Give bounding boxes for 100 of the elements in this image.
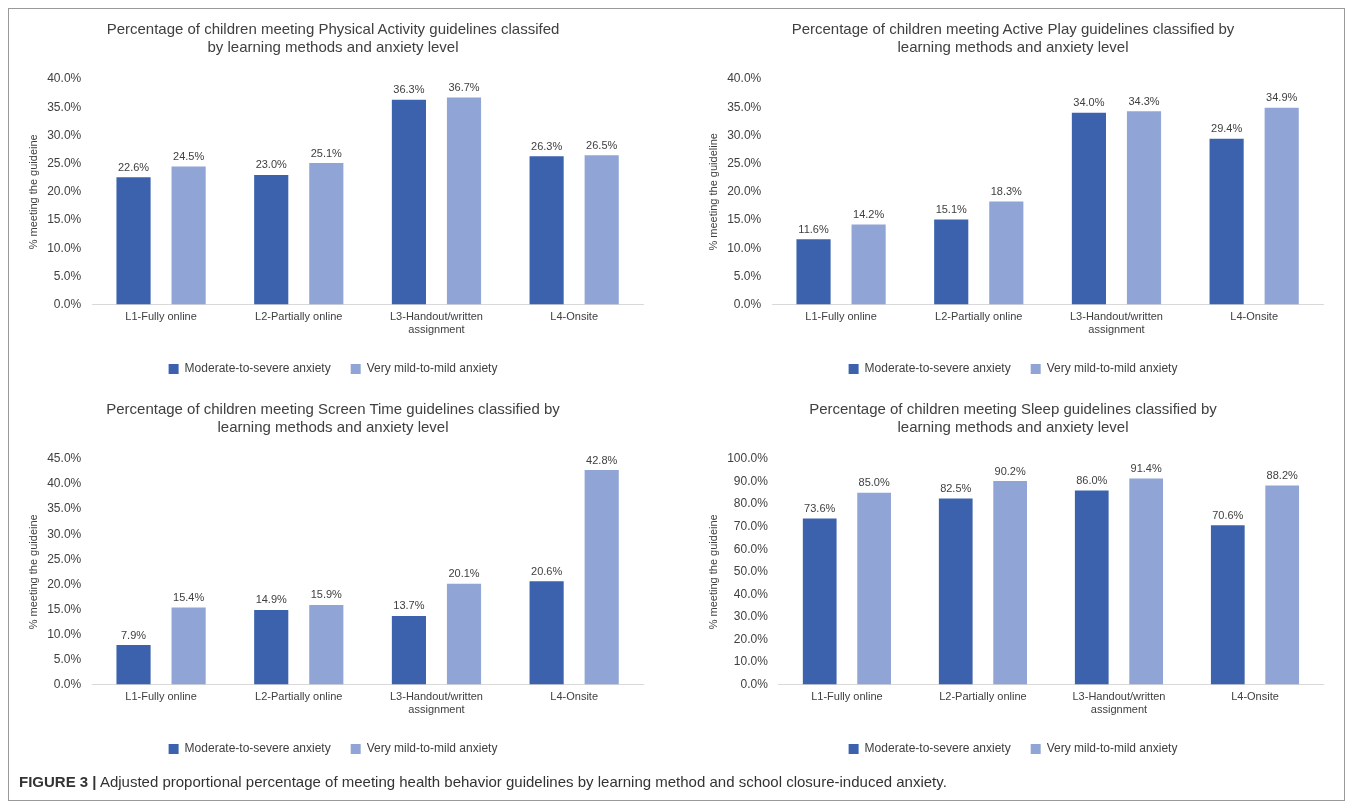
data-label: 34.0% <box>1073 96 1105 109</box>
y-tick-label: 60.0% <box>733 541 769 556</box>
x-tick-label: L1-Fully online <box>805 310 877 323</box>
legend-label: Very mild-to-mild anxiety <box>1046 741 1178 756</box>
data-label: 15.4% <box>173 590 205 603</box>
y-tick-label: 10.0% <box>47 626 82 641</box>
bar <box>391 99 426 305</box>
data-label: 13.7% <box>393 599 425 612</box>
bar <box>254 609 289 685</box>
x-tick-label: L3-Handout/written assignment <box>1072 690 1166 716</box>
bar <box>1071 112 1106 305</box>
y-tick-label: 30.0% <box>47 127 82 142</box>
bar <box>796 239 831 305</box>
y-tick-label: 20.0% <box>733 631 769 646</box>
data-label: 88.2% <box>1266 469 1298 482</box>
caption: FIGURE 3 | Adjusted proportional percentage of meeting health behavior guidelines by learning method and school closure-induced anxiety. <box>19 773 947 790</box>
legend-label: Very mild-to-mild anxiety <box>366 741 498 756</box>
data-label: 34.9% <box>1266 91 1298 104</box>
legend-label: Very mild-to-mild anxiety <box>1046 361 1178 376</box>
bar <box>529 581 564 685</box>
y-tick-label: 5.0% <box>733 268 762 283</box>
y-tick-label: 5.0% <box>53 651 82 666</box>
data-label: 36.7% <box>448 81 480 94</box>
data-label: 36.3% <box>393 83 425 96</box>
x-tick-label: L1-Fully online <box>125 310 197 323</box>
y-axis-title: % meeting the guideine <box>26 514 39 630</box>
data-label: 26.5% <box>586 138 618 151</box>
y-tick-label: 0.0% <box>740 676 769 691</box>
x-tick-label: L4-Onsite <box>1231 690 1279 703</box>
bar <box>802 518 837 685</box>
y-tick-label: 40.0% <box>47 476 82 491</box>
y-tick-label: 25.0% <box>47 155 82 170</box>
y-tick-label: 30.0% <box>733 609 769 624</box>
x-tick-label: L4-Onsite <box>550 310 598 323</box>
y-tick-label: 10.0% <box>727 240 762 255</box>
x-tick-label: L2-Partially online <box>255 310 343 323</box>
bar <box>584 470 619 685</box>
data-label: 20.1% <box>448 567 480 580</box>
y-tick-label: 15.0% <box>47 212 82 227</box>
bar <box>116 177 151 305</box>
y-tick-label: 20.0% <box>47 576 82 591</box>
legend-label: Moderate-to-severe anxiety <box>864 741 1011 756</box>
bar <box>989 201 1024 305</box>
x-tick-label: L4-Onsite <box>1230 310 1278 323</box>
x-tick-label: L1-Fully online <box>811 690 883 703</box>
bar <box>254 174 289 305</box>
bar <box>938 498 973 685</box>
x-tick-label: L1-Fully online <box>125 690 197 703</box>
y-tick-label: 15.0% <box>47 601 82 616</box>
data-label: 15.9% <box>310 588 343 601</box>
y-tick-label: 5.0% <box>53 268 82 283</box>
y-axis-title: % meeting the guideine <box>706 514 719 630</box>
data-label: 73.6% <box>804 502 836 515</box>
bar <box>1209 138 1244 305</box>
data-label: 85.0% <box>858 476 890 489</box>
y-tick-label: 50.0% <box>733 564 769 579</box>
x-tick-label: L3-Handout/written assignment <box>389 310 483 336</box>
bar <box>391 615 426 685</box>
chart-title: Percentage of children meeting Active Play guidelines classified by learning methods and anxiety level <box>791 20 1235 56</box>
data-label: 14.9% <box>255 593 288 606</box>
bar <box>1126 111 1162 305</box>
data-label: 82.5% <box>940 482 972 495</box>
y-tick-label: 20.0% <box>47 184 82 199</box>
y-tick-label: 10.0% <box>733 654 769 669</box>
y-tick-label: 10.0% <box>47 240 82 255</box>
legend-label: Very mild-to-mild anxiety <box>366 361 498 376</box>
data-label: 7.9% <box>120 628 147 641</box>
bar <box>171 166 206 305</box>
bar <box>1265 485 1300 685</box>
x-tick-label: L3-Handout/written assignment <box>389 690 483 716</box>
data-label: 70.6% <box>1212 508 1244 521</box>
bar <box>309 604 344 685</box>
y-tick-label: 40.0% <box>47 71 82 86</box>
y-tick-label: 0.0% <box>53 296 82 311</box>
data-label: 20.6% <box>531 564 563 577</box>
data-label: 26.3% <box>531 139 563 152</box>
bar <box>116 645 151 685</box>
bar <box>1129 478 1164 685</box>
y-tick-label: 35.0% <box>47 501 82 516</box>
bar <box>171 607 206 685</box>
bar <box>934 219 969 305</box>
data-label: 25.1% <box>310 146 343 159</box>
bar <box>851 224 886 305</box>
y-tick-label: 35.0% <box>727 99 762 114</box>
x-tick-label: L2-Partially online <box>935 310 1023 323</box>
x-tick-label: L3-Handout/written assignment <box>1069 310 1163 336</box>
data-label: 18.3% <box>990 184 1023 197</box>
bar <box>1210 525 1245 685</box>
y-tick-label: 30.0% <box>47 526 82 541</box>
data-label: 86.0% <box>1076 474 1108 487</box>
data-label: 22.6% <box>117 160 150 173</box>
x-tick-label: L2-Partially online <box>255 690 343 703</box>
data-label: 34.3% <box>1128 94 1160 107</box>
chart-title: Percentage of children meeting Screen Time guidelines classified by learning methods and anxiety level <box>106 400 561 436</box>
bar <box>857 492 891 685</box>
x-tick-label: L2-Partially online <box>939 690 1027 703</box>
y-tick-label: 0.0% <box>733 296 762 311</box>
data-label: 29.4% <box>1211 122 1243 135</box>
bar <box>584 155 619 305</box>
y-tick-label: 40.0% <box>733 586 769 601</box>
